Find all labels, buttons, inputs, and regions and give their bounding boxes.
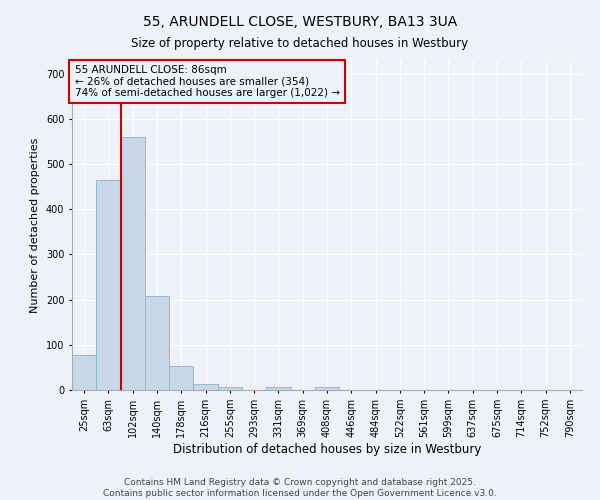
Text: Contains HM Land Registry data © Crown copyright and database right 2025.
Contai: Contains HM Land Registry data © Crown c…	[103, 478, 497, 498]
Bar	[145, 296, 169, 390]
Bar	[121, 137, 145, 390]
X-axis label: Distribution of detached houses by size in Westbury: Distribution of detached houses by size …	[173, 442, 481, 456]
Bar	[193, 384, 218, 390]
Y-axis label: Number of detached properties: Number of detached properties	[31, 138, 40, 312]
Bar	[315, 387, 339, 390]
Bar	[96, 180, 121, 390]
Bar	[218, 387, 242, 390]
Text: 55, ARUNDELL CLOSE, WESTBURY, BA13 3UA: 55, ARUNDELL CLOSE, WESTBURY, BA13 3UA	[143, 15, 457, 29]
Bar	[266, 387, 290, 390]
Bar	[169, 366, 193, 390]
Text: Size of property relative to detached houses in Westbury: Size of property relative to detached ho…	[131, 38, 469, 51]
Bar	[72, 354, 96, 390]
Text: 55 ARUNDELL CLOSE: 86sqm
← 26% of detached houses are smaller (354)
74% of semi-: 55 ARUNDELL CLOSE: 86sqm ← 26% of detach…	[74, 65, 340, 98]
